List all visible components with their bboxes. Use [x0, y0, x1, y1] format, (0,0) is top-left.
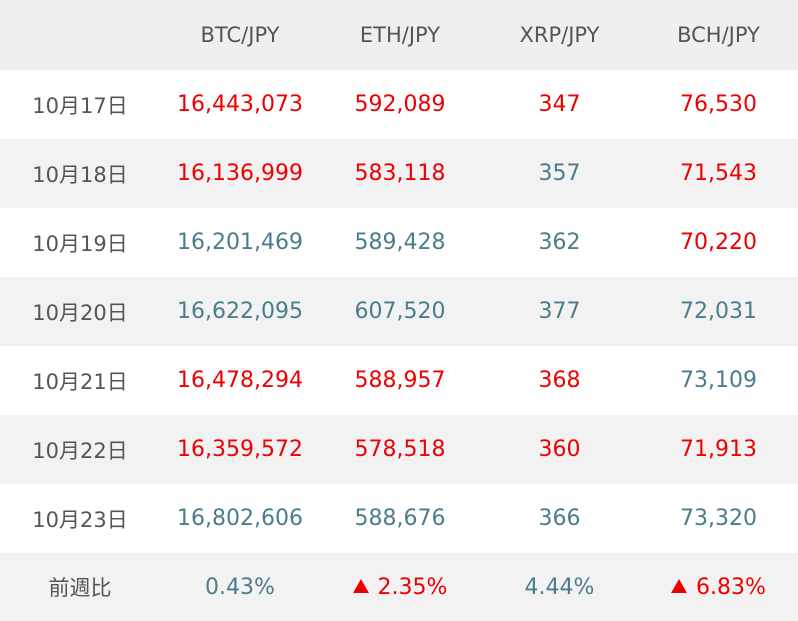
row-date: 10月23日 [32, 507, 128, 532]
eth-change-cell: 2.35% [320, 553, 480, 621]
table-row: 10月18日 16,136,999 583,118 357 71,543 [0, 139, 798, 208]
xrp-price-cell: 368 [538, 368, 581, 393]
eth-price-cell: 607,520 [354, 299, 446, 324]
bch-price-cell: 70,220 [680, 230, 757, 255]
table-row: 10月23日 16,802,606 588,676 366 73,320 [0, 484, 798, 553]
row-date: 10月17日 [32, 93, 128, 118]
eth-change-value: 2.35% [377, 574, 448, 600]
header-btc-jpy: BTC/JPY [200, 23, 280, 47]
xrp-price-cell: 360 [538, 437, 581, 462]
eth-price-cell: 578,518 [354, 437, 446, 462]
btc-price-cell: 16,622,095 [177, 299, 303, 324]
bch-change-value: 6.83% [696, 574, 766, 600]
header-bch-jpy: BCH/JPY [677, 23, 760, 47]
week-over-week-row: 前週比 0.43% 2.35% 4.44% 6.83% [0, 553, 798, 621]
btc-price-cell: 16,802,606 [177, 506, 303, 531]
btc-change-value: 0.43% [205, 574, 275, 600]
bch-price-cell: 72,031 [680, 299, 757, 324]
xrp-change-cell: 4.44% [480, 553, 639, 621]
row-date: 10月22日 [32, 438, 128, 463]
btc-price-cell: 16,136,999 [177, 161, 303, 186]
btc-price-cell: 16,201,469 [177, 230, 303, 255]
row-date: 10月20日 [32, 300, 128, 325]
header-xrp-jpy: XRP/JPY [519, 23, 600, 47]
btc-price-cell: 16,443,073 [177, 92, 303, 117]
eth-price-cell: 592,089 [354, 92, 446, 117]
xrp-change-value: 4.44% [524, 574, 595, 600]
row-date: 10月18日 [32, 162, 128, 187]
row-date: 10月21日 [32, 369, 128, 394]
xrp-price-cell: 347 [538, 92, 581, 117]
eth-price-cell: 588,957 [354, 368, 446, 393]
up-arrow-icon [352, 578, 369, 593]
xrp-price-cell: 357 [538, 161, 581, 186]
bch-price-cell: 73,109 [680, 368, 757, 393]
table-header: BTC/JPY ETH/JPY XRP/JPY BCH/JPY [0, 0, 798, 70]
btc-price-cell: 16,478,294 [177, 368, 303, 393]
bch-change-cell: 6.83% [639, 553, 798, 621]
eth-price-cell: 583,118 [354, 161, 446, 186]
table-row: 10月19日 16,201,469 589,428 362 70,220 [0, 208, 798, 277]
xrp-price-cell: 366 [538, 506, 581, 531]
xrp-price-cell: 377 [538, 299, 581, 324]
eth-price-cell: 588,676 [354, 506, 446, 531]
eth-price-cell: 589,428 [354, 230, 446, 255]
table-row: 10月21日 16,478,294 588,957 368 73,109 [0, 346, 798, 415]
header-corner [0, 0, 160, 70]
header-eth-jpy: ETH/JPY [359, 23, 441, 47]
row-date: 10月19日 [32, 231, 128, 256]
up-arrow-icon [671, 578, 688, 593]
bch-price-cell: 71,913 [680, 437, 757, 462]
week-over-week-label: 前週比 [48, 576, 112, 600]
bch-price-cell: 76,530 [680, 92, 757, 117]
btc-change-cell: 0.43% [160, 553, 320, 621]
btc-price-cell: 16,359,572 [177, 437, 303, 462]
table-body: 10月17日 16,443,073 592,089 347 76,530 10月… [0, 70, 798, 621]
table-row: 10月17日 16,443,073 592,089 347 76,530 [0, 70, 798, 139]
header-row: BTC/JPY ETH/JPY XRP/JPY BCH/JPY [0, 0, 798, 70]
bch-price-cell: 73,320 [680, 506, 757, 531]
table-row: 10月22日 16,359,572 578,518 360 71,913 [0, 415, 798, 484]
table-row: 10月20日 16,622,095 607,520 377 72,031 [0, 277, 798, 346]
xrp-price-cell: 362 [538, 230, 581, 255]
bch-price-cell: 71,543 [680, 161, 757, 186]
